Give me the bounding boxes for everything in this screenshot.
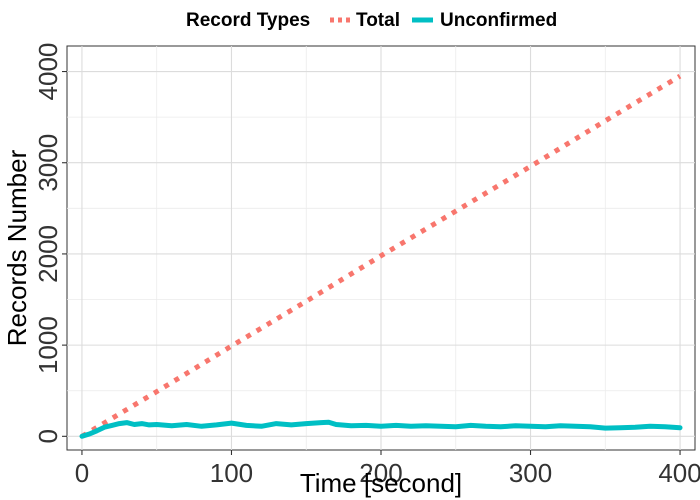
y-axis-title: Records Number <box>2 149 32 346</box>
x-tick-label: 100 <box>210 458 253 488</box>
x-tick-label: 0 <box>75 458 89 488</box>
x-tick-label: 400 <box>658 458 700 488</box>
legend-label-unconfirmed: Unconfirmed <box>440 10 557 31</box>
x-tick-label: 300 <box>509 458 552 488</box>
legend: Record Types Total Unconfirmed <box>186 10 557 31</box>
y-tick-label: 1000 <box>33 316 63 374</box>
x-tick-label: 200 <box>359 458 402 488</box>
legend-label-total: Total <box>356 10 400 31</box>
y-tick-label: 3000 <box>33 134 63 192</box>
legend-title: Record Types <box>186 10 310 31</box>
x-axis-title: Time [second] <box>300 468 462 498</box>
series-layer <box>79 73 683 439</box>
y-tick-label: 4000 <box>33 43 63 101</box>
y-tick-label: 0 <box>33 429 63 443</box>
y-tick-label: 2000 <box>33 225 63 283</box>
series-line-total <box>80 73 682 439</box>
series-line-unconfirmed <box>79 419 683 439</box>
